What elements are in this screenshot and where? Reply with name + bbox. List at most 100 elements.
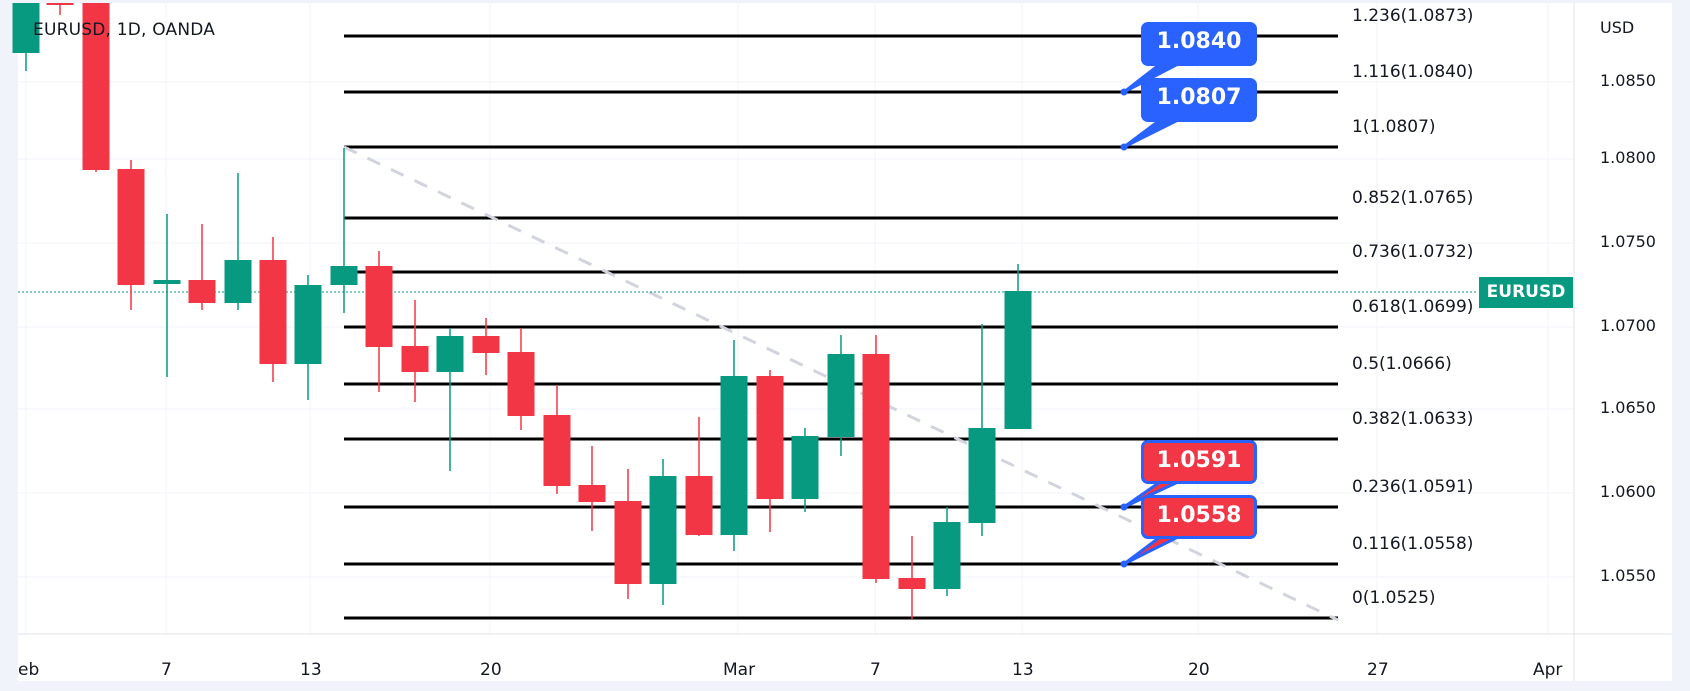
price-callout-blue[interactable]: 1.0807 <box>1141 78 1257 122</box>
fib-level-label: 0.852(1.0765) <box>1352 188 1474 208</box>
symbol-title[interactable]: EURUSD, 1D, OANDA <box>33 20 216 40</box>
fib-level-label: 0.382(1.0633) <box>1352 409 1474 429</box>
fib-level-label: 0.236(1.0591) <box>1352 477 1474 497</box>
candle[interactable] <box>330 148 358 313</box>
candle-body <box>898 578 926 589</box>
fib-level-label: 1(1.0807) <box>1352 117 1436 137</box>
time-axis-tick: 27 <box>1367 660 1389 680</box>
price-callout-red[interactable]: 1.0591 <box>1141 440 1257 484</box>
candle[interactable] <box>827 335 855 456</box>
current-price-tag: EURUSD <box>1479 277 1573 308</box>
candle[interactable] <box>224 173 252 310</box>
price-axis-currency[interactable]: USD <box>1600 18 1635 37</box>
fib-level-label: 0.736(1.0732) <box>1352 242 1474 262</box>
candle-body <box>933 522 961 589</box>
price-axis-tick: 1.0800 <box>1600 148 1656 167</box>
candle[interactable] <box>862 335 890 583</box>
candle[interactable] <box>82 3 110 172</box>
candle-body <box>649 476 677 584</box>
candle-body <box>153 280 181 284</box>
candle-body <box>756 376 784 499</box>
candle-body <box>862 354 890 579</box>
candle[interactable] <box>259 237 287 382</box>
candle-body <box>46 3 74 5</box>
candle[interactable] <box>12 3 40 71</box>
callout-anchor-dot[interactable] <box>1120 503 1128 511</box>
candle[interactable] <box>507 328 535 430</box>
candle-body <box>365 266 393 347</box>
candle-body <box>791 436 819 499</box>
candle[interactable] <box>1004 264 1032 429</box>
callout-anchor-dot[interactable] <box>1120 143 1128 151</box>
fib-level-label: 0.618(1.0699) <box>1352 297 1474 317</box>
candle-body <box>1004 291 1032 429</box>
candle[interactable] <box>436 328 464 471</box>
fib-level-label: 0.116(1.0558) <box>1352 534 1474 554</box>
candle[interactable] <box>578 446 606 531</box>
candle[interactable] <box>153 214 181 377</box>
candle[interactable] <box>968 324 996 536</box>
candle[interactable] <box>933 507 961 596</box>
candle[interactable] <box>898 536 926 619</box>
candle[interactable] <box>401 300 429 402</box>
candlestick-series[interactable] <box>12 3 1032 619</box>
time-axis-tick: 7 <box>161 660 172 680</box>
candle-body <box>472 336 500 353</box>
price-axis-tick: 1.0850 <box>1600 71 1656 90</box>
chart-background <box>18 3 1672 681</box>
price-callout-blue[interactable]: 1.0840 <box>1141 22 1257 66</box>
price-axis-tick: 1.0550 <box>1600 566 1656 585</box>
candle[interactable] <box>649 459 677 605</box>
candle-body <box>294 285 322 364</box>
candle-body <box>614 501 642 584</box>
candle[interactable] <box>756 370 784 532</box>
candle-body <box>117 169 145 285</box>
fib-level-label: 0.5(1.0666) <box>1352 354 1452 374</box>
candle-body <box>436 336 464 372</box>
candle-body <box>968 428 996 523</box>
candle-body <box>401 346 429 372</box>
candle[interactable] <box>188 224 216 310</box>
candle-body <box>259 260 287 364</box>
price-axis-tick: 1.0650 <box>1600 398 1656 417</box>
candle-body <box>330 266 358 285</box>
fib-level-label: 0(1.0525) <box>1352 588 1436 608</box>
time-axis-tick: eb <box>18 660 40 680</box>
candle-body <box>224 260 252 303</box>
candle[interactable] <box>791 428 819 512</box>
callout-anchor-dot[interactable] <box>1120 560 1128 568</box>
candle-body <box>578 485 606 502</box>
fib-level-label: 1.236(1.0873) <box>1352 6 1474 26</box>
candle-body <box>188 280 216 303</box>
candle-body <box>543 415 571 486</box>
candle-body <box>720 376 748 535</box>
callout-anchor-dot[interactable] <box>1120 88 1128 96</box>
time-axis-tick: 20 <box>1188 660 1210 680</box>
time-axis-tick: 13 <box>300 660 322 680</box>
candle-body <box>685 476 713 535</box>
price-callout-red[interactable]: 1.0558 <box>1141 495 1257 539</box>
time-axis-tick: 20 <box>480 660 502 680</box>
candle[interactable] <box>46 3 74 15</box>
candle[interactable] <box>117 160 145 310</box>
price-axis-tick: 1.0750 <box>1600 232 1656 251</box>
candle-body <box>12 3 40 53</box>
candle-body <box>827 354 855 437</box>
time-axis-tick: 13 <box>1012 660 1034 680</box>
candle[interactable] <box>685 417 713 536</box>
candle[interactable] <box>472 318 500 375</box>
candle[interactable] <box>720 340 748 551</box>
candle[interactable] <box>294 275 322 400</box>
time-axis-tick: Apr <box>1533 660 1563 680</box>
candle[interactable] <box>543 385 571 494</box>
price-axis-tick: 1.0700 <box>1600 316 1656 335</box>
fib-level-label: 1.116(1.0840) <box>1352 62 1474 82</box>
candle[interactable] <box>614 469 642 599</box>
time-axis-tick: 7 <box>870 660 881 680</box>
time-axis-tick: Mar <box>723 660 756 680</box>
candle[interactable] <box>365 251 393 392</box>
price-axis-tick: 1.0600 <box>1600 482 1656 501</box>
candle-body <box>82 3 110 170</box>
